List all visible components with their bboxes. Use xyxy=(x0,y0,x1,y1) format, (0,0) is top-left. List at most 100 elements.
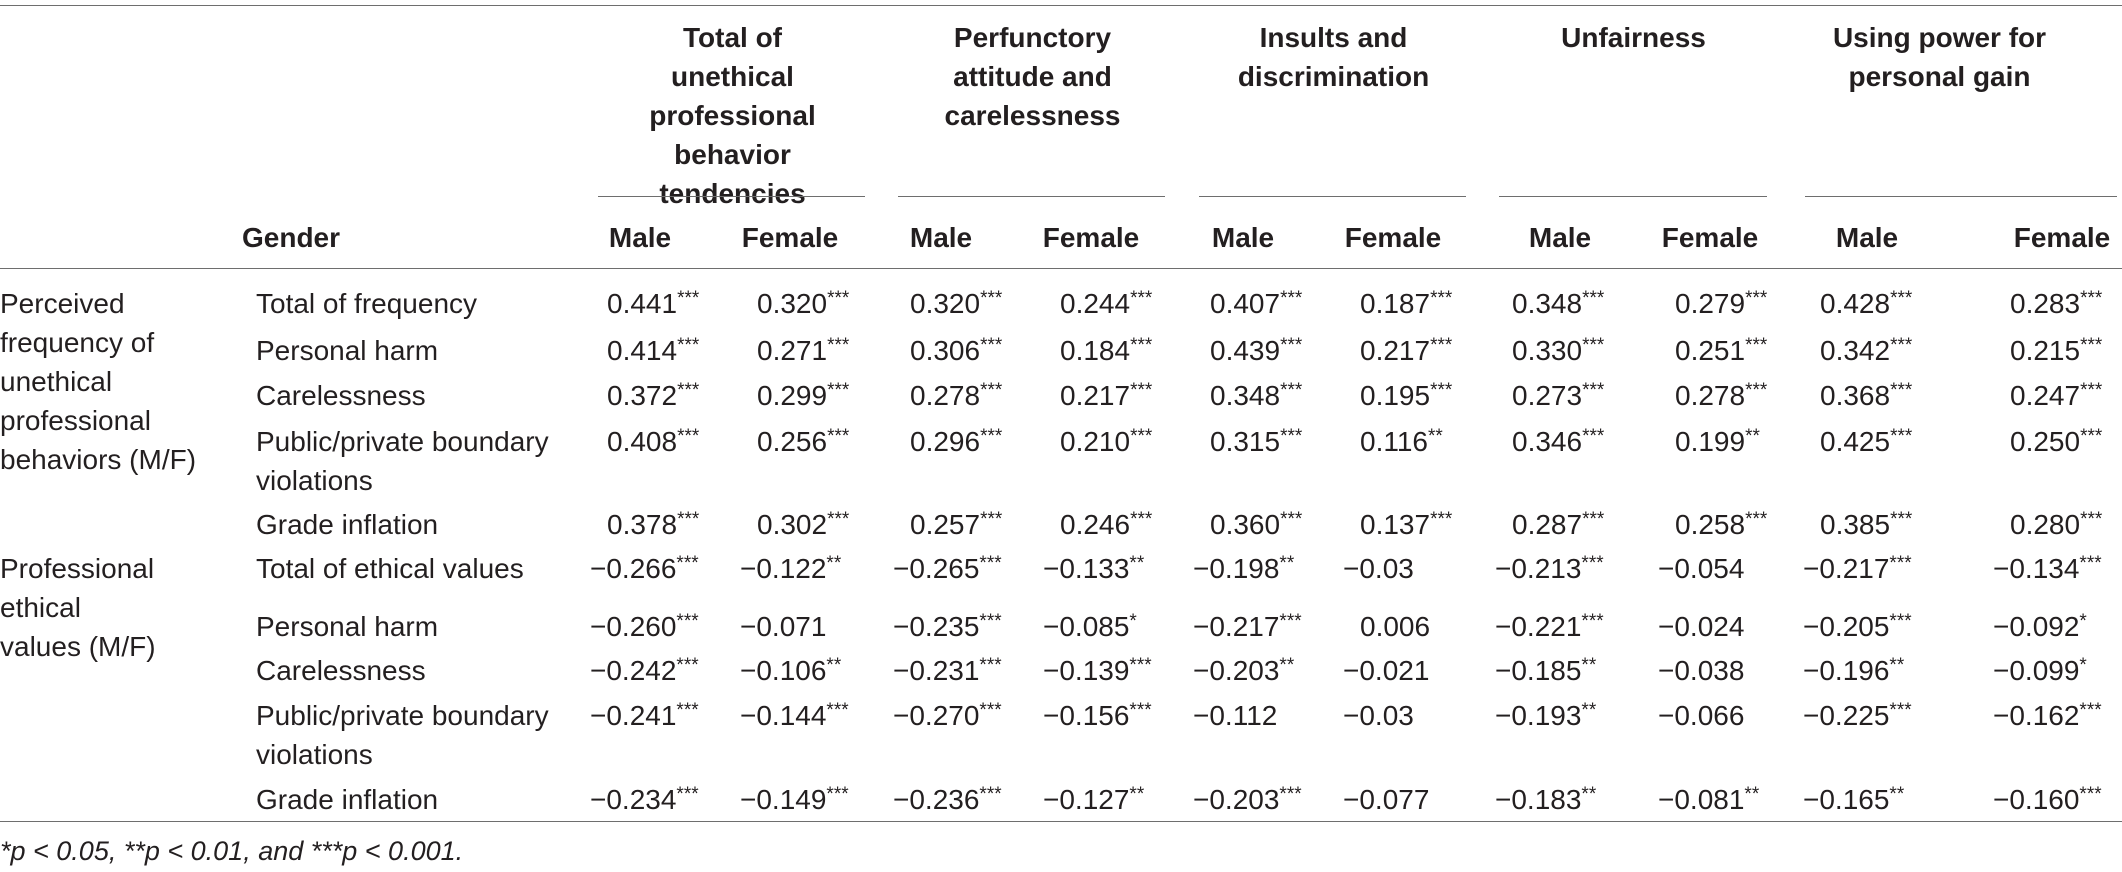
table-cell: 0.116** xyxy=(1360,422,1443,465)
significance-marker: *** xyxy=(676,700,699,721)
table-cell: 0.258*** xyxy=(1675,505,1767,548)
cell-value: 0.302 xyxy=(757,509,828,540)
table-cell: −0.266*** xyxy=(590,549,699,592)
cell-value: 0.271 xyxy=(757,335,828,366)
table-bottom-rule xyxy=(0,821,2122,822)
table-cell: −0.127** xyxy=(1043,780,1144,823)
cell-value: 0.368 xyxy=(1820,380,1891,411)
table-cell: 0.439*** xyxy=(1210,331,1302,374)
row-label: Public/private boundary violations xyxy=(256,426,549,496)
row-label: Carelessness xyxy=(256,655,426,686)
table-cell: 0.006 xyxy=(1360,607,1430,646)
cell-value: 0.278 xyxy=(910,380,981,411)
table-cell: 0.256*** xyxy=(757,422,849,465)
significance-marker: * xyxy=(2079,655,2087,676)
table-cell: −0.106** xyxy=(740,651,841,694)
table-cell: −0.241*** xyxy=(590,696,699,739)
significance-marker: *** xyxy=(677,509,700,530)
group-header-label: Total of unethical professional behavior… xyxy=(649,22,816,209)
significance-marker: *** xyxy=(2080,509,2103,530)
significance-marker: *** xyxy=(1745,288,1768,309)
significance-marker: *** xyxy=(1130,426,1153,447)
table-cell: 0.287*** xyxy=(1512,505,1604,548)
table-cell: 0.195*** xyxy=(1360,376,1452,419)
cell-value: −0.203 xyxy=(1193,655,1280,686)
cell-value: −0.149 xyxy=(740,784,827,815)
table-cell: −0.160*** xyxy=(1993,780,2102,823)
row-label: Public/private boundary violations xyxy=(256,700,549,770)
significance-marker: *** xyxy=(979,700,1002,721)
cell-value: −0.217 xyxy=(1803,553,1890,584)
table-cell: −0.03 xyxy=(1343,549,1414,588)
significance-marker: ** xyxy=(1428,426,1443,447)
table-cell: 0.279*** xyxy=(1675,284,1767,327)
table-cell: 0.247*** xyxy=(2010,376,2102,419)
cell-value: −0.221 xyxy=(1495,611,1582,642)
table-cell: 0.320*** xyxy=(757,284,849,327)
cell-value: −0.021 xyxy=(1343,655,1430,686)
table-cell: 0.408*** xyxy=(607,422,699,465)
table-cell: −0.270*** xyxy=(893,696,1002,739)
significance-marker: *** xyxy=(1430,335,1453,356)
table-cell: −0.066 xyxy=(1658,696,1744,735)
significance-marker: *** xyxy=(1430,509,1453,530)
cell-value: −0.165 xyxy=(1803,784,1890,815)
table-cell: −0.260*** xyxy=(590,607,699,650)
cell-value: −0.260 xyxy=(590,611,677,642)
table-cell: 0.217*** xyxy=(1360,331,1452,374)
significance-marker: *** xyxy=(676,553,699,574)
column-header-male: Male xyxy=(1835,222,1899,253)
significance-marker: *** xyxy=(1129,655,1152,676)
column-header-female: Female xyxy=(1661,222,1759,253)
table-cell: −0.112 xyxy=(1193,696,1277,735)
cell-value: 0.348 xyxy=(1512,288,1583,319)
table-cell: −0.205*** xyxy=(1803,607,1912,650)
table-cell: −0.231*** xyxy=(893,651,1002,694)
cell-value: −0.185 xyxy=(1495,655,1582,686)
table-cell: 0.184*** xyxy=(1060,331,1152,374)
table-cell: 0.251*** xyxy=(1675,331,1767,374)
cell-value: −0.217 xyxy=(1193,611,1280,642)
cell-value: 0.306 xyxy=(910,335,981,366)
table-cell: 0.250*** xyxy=(2010,422,2102,465)
significance-marker: *** xyxy=(676,784,699,805)
cell-value: 0.184 xyxy=(1060,335,1131,366)
cell-value: 0.441 xyxy=(607,288,678,319)
table-cell: −0.077 xyxy=(1343,780,1429,819)
cell-value: −0.066 xyxy=(1658,700,1745,731)
cell-value: −0.270 xyxy=(893,700,980,731)
table-cell: 0.441*** xyxy=(607,284,699,327)
group-header-label: Perfunctory attitude and carelessness xyxy=(944,22,1121,131)
table-cell: 0.306*** xyxy=(910,331,1002,374)
significance-marker: *** xyxy=(677,335,700,356)
table-cell: 0.278*** xyxy=(910,376,1002,419)
cell-value: 0.258 xyxy=(1675,509,1746,540)
significance-marker: *** xyxy=(826,700,849,721)
cell-value: −0.139 xyxy=(1043,655,1130,686)
section-label: Professional ethical values (M/F) xyxy=(0,553,156,662)
significance-marker: *** xyxy=(827,380,850,401)
table-cell: 0.342*** xyxy=(1820,331,1912,374)
significance-marker: *** xyxy=(1581,611,1604,632)
significance-marker: *** xyxy=(1280,288,1303,309)
cell-value: −0.205 xyxy=(1803,611,1890,642)
table-cell: −0.203** xyxy=(1193,651,1294,694)
cell-value: 0.372 xyxy=(607,380,678,411)
table-cell: −0.183** xyxy=(1495,780,1596,823)
table-cell: −0.225*** xyxy=(1803,696,1912,739)
table-cell: 0.299*** xyxy=(757,376,849,419)
table-cell: 0.425*** xyxy=(1820,422,1912,465)
cell-value: 0.279 xyxy=(1675,288,1746,319)
significance-marker: ** xyxy=(1581,784,1597,805)
cell-value: 0.378 xyxy=(607,509,678,540)
cell-value: 0.217 xyxy=(1360,335,1431,366)
column-header-male: Male xyxy=(1528,222,1592,253)
cell-value: −0.213 xyxy=(1495,553,1582,584)
cell-value: 0.414 xyxy=(607,335,678,366)
significance-marker: * xyxy=(2079,611,2087,632)
significance-marker: *** xyxy=(1130,380,1153,401)
cell-value: −0.077 xyxy=(1343,784,1430,815)
row-label: Total of frequency xyxy=(256,288,478,319)
cell-value: −0.106 xyxy=(740,655,827,686)
significance-marker: *** xyxy=(2079,553,2102,574)
